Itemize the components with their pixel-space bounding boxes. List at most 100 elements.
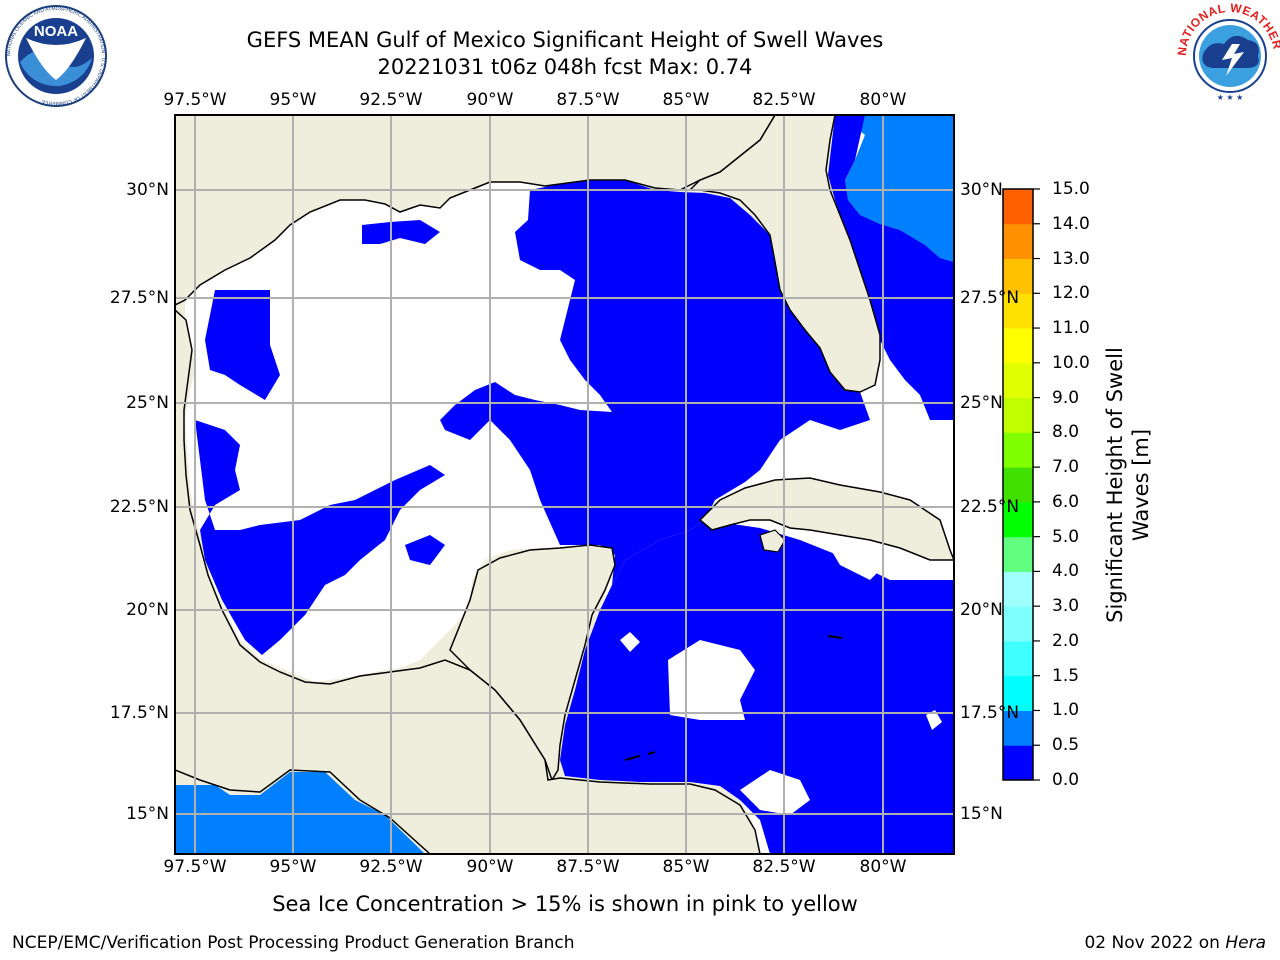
- colorbar-title: Significant Height of Swell Waves [m]: [1102, 285, 1158, 685]
- swell-atlantic-dark: [828, 115, 954, 420]
- colorbar-tick-label: 11.0: [1052, 318, 1090, 339]
- svg-text:★ ★ ★: ★ ★ ★: [1217, 93, 1244, 102]
- colorbar-band: [1003, 328, 1033, 364]
- colorbar-band: [1003, 432, 1033, 468]
- lon-label-bottom: 90°W: [466, 857, 514, 877]
- noaa-logo: NOAA NATIONAL OCEANIC AND ATMOSPHERIC AD…: [5, 5, 107, 107]
- colorbar-tick-label: 15.0: [1052, 179, 1090, 199]
- lat-label-right: 20°N: [960, 600, 1003, 620]
- map-subtitle: 20221031 t06z 048h fcst Max: 0.74: [377, 55, 753, 79]
- calm-patch-2: [740, 770, 810, 815]
- swell-east-gulf: [440, 180, 870, 585]
- colorbar-tick-label: 7.0: [1052, 457, 1080, 478]
- colorbar-title-line1: Significant Height of Swell: [1103, 347, 1127, 623]
- colorbar-tick-label: 2.0: [1052, 630, 1080, 651]
- colorbar-tick-label: 9.0: [1052, 387, 1080, 408]
- colorbar-tick-label: 4.0: [1052, 561, 1080, 582]
- colorbar-tick-label: 13.0: [1052, 248, 1090, 269]
- lat-label-right: 15°N: [960, 804, 1003, 824]
- colorbar-band: [1003, 571, 1033, 607]
- colorbar-band: [1003, 189, 1033, 225]
- colorbar-tick-label: 1.5: [1052, 665, 1080, 686]
- calm-patch-1: [668, 640, 755, 720]
- land-swan: [624, 751, 656, 761]
- lon-label-bottom: 85°W: [662, 857, 710, 877]
- colorbar-band: [1003, 397, 1033, 433]
- lat-label-left: 27.5°N: [109, 288, 169, 308]
- calm-patch-6: [926, 710, 942, 730]
- land-cayman: [827, 635, 843, 639]
- calm-patch-4: [620, 632, 640, 652]
- colorbar-band: [1003, 258, 1033, 294]
- colorbar-tick-label: 6.0: [1052, 491, 1080, 512]
- lon-label-top: 82.5°W: [752, 90, 816, 110]
- lat-label-right: 22.5°N: [960, 497, 1020, 517]
- lon-label-top: 90°W: [466, 90, 514, 110]
- colorbar-tick-label: 1.0: [1052, 700, 1080, 721]
- lat-label-left: 15°N: [126, 804, 169, 824]
- lon-label-top: 80°W: [859, 90, 907, 110]
- swell-north-gulf-patch: [362, 220, 440, 244]
- lon-label-bottom: 92.5°W: [359, 857, 423, 877]
- colorbar-band: [1003, 745, 1033, 781]
- footer-date-text: 02 Nov 2022 on: [1084, 933, 1226, 953]
- svg-text:NATIONAL WEATHER SERVICE: NATIONAL WEATHER SERVICE: [0, 0, 1280, 56]
- colorbar-band: [1003, 606, 1033, 642]
- footer-date: 02 Nov 2022 on Hera: [1084, 933, 1266, 953]
- land-isle-of-youth: [759, 529, 786, 553]
- footer-host: Hera: [1225, 933, 1266, 953]
- lat-label-right: 17.5°N: [960, 703, 1020, 723]
- colorbar-band: [1003, 640, 1033, 677]
- lat-label-left: 25°N: [126, 393, 169, 413]
- swell-atlantic-light: [840, 115, 954, 262]
- calm-patch-3: [825, 530, 890, 580]
- colorbar-band: [1003, 467, 1033, 503]
- lat-label-right: 27.5°N: [960, 288, 1020, 308]
- lon-label-top: 85°W: [662, 90, 710, 110]
- lon-label-bottom: 82.5°W: [752, 857, 816, 877]
- lon-label-top: 87.5°W: [556, 90, 620, 110]
- colorbar-band: [1003, 293, 1033, 329]
- swell-south-patch: [405, 535, 445, 565]
- lon-label-bottom: 87.5°W: [556, 857, 620, 877]
- colorbar-title-line2: Waves [m]: [1129, 428, 1153, 542]
- colorbar-tick-label: 10.0: [1052, 352, 1090, 373]
- sea-ice-footnote: Sea Ice Concentration > 15% is shown in …: [272, 892, 858, 916]
- colorbar-tick-label: 0.0: [1052, 770, 1080, 790]
- caribbean-water: [560, 520, 954, 854]
- colorbar-tick-label: 12.0: [1052, 283, 1090, 304]
- lat-label-left: 22.5°N: [109, 497, 169, 517]
- lat-label-right: 30°N: [960, 180, 1003, 200]
- colorbar: [1003, 189, 1033, 781]
- colorbar-band: [1003, 536, 1033, 572]
- lat-label-left: 30°N: [126, 180, 169, 200]
- colorbar-band: [1003, 362, 1033, 399]
- lon-label-top: 95°W: [269, 90, 317, 110]
- colorbar-band: [1003, 223, 1033, 260]
- map-area: [175, 115, 954, 854]
- colorbar-tick-label: 14.0: [1052, 213, 1090, 234]
- lon-label-bottom: 80°W: [859, 857, 907, 877]
- colorbar-tick-label: 3.0: [1052, 596, 1080, 617]
- colorbar-tick-label: 0.5: [1052, 735, 1080, 756]
- lon-label-top: 92.5°W: [359, 90, 423, 110]
- lon-label-top: 97.5°W: [163, 90, 227, 110]
- land-us-north: [175, 115, 776, 306]
- swell-sw-gulf: [195, 420, 445, 655]
- colorbar-frame: [1002, 188, 1034, 781]
- lat-label-left: 17.5°N: [109, 703, 169, 723]
- lat-label-left: 20°N: [126, 600, 169, 620]
- land-cuba: [698, 477, 954, 561]
- map-grid: [175, 115, 954, 854]
- colorbar-band: [1003, 501, 1033, 538]
- swell-west-gulf: [205, 290, 280, 400]
- colorbar-tick-label: 5.0: [1052, 526, 1080, 547]
- map-title: GEFS MEAN Gulf of Mexico Significant Hei…: [246, 28, 884, 52]
- map-frame: [174, 114, 955, 855]
- colorbar-band: [1003, 710, 1033, 746]
- colorbar-band: [1003, 675, 1033, 711]
- nws-ring-text: NATIONAL WEATHER SERVICE: [0, 0, 1280, 56]
- noaa-logo-text: NOAA: [34, 23, 78, 40]
- lon-label-bottom: 97.5°W: [163, 857, 227, 877]
